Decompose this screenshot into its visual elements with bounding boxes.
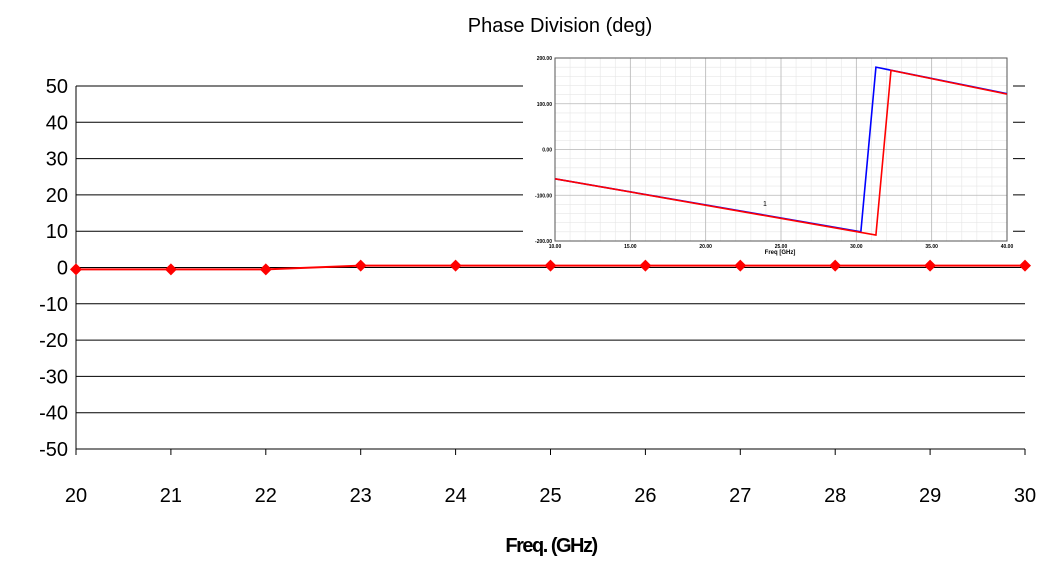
inset-background (523, 50, 1013, 258)
y-tick-label: -40 (39, 403, 68, 425)
inset-y-tick-label: 200.00 (537, 56, 553, 62)
y-tick-label: 50 (46, 76, 68, 98)
inset-x-tick-label: 10.00 (549, 244, 562, 250)
inset-y-tick-label: 100.00 (537, 102, 553, 108)
x-tick-label: 21 (160, 485, 182, 507)
y-tick-label: -50 (39, 439, 68, 461)
y-tick-label: 30 (46, 149, 68, 171)
y-tick-label: -10 (39, 294, 68, 316)
inset-x-tick-label: 35.00 (925, 244, 938, 250)
data-point (829, 259, 842, 272)
x-tick-label: 22 (255, 485, 277, 507)
x-tick-label: 29 (919, 485, 941, 507)
x-tick-label: 26 (634, 485, 656, 507)
inset-x-tick-label: 40.00 (1001, 244, 1014, 250)
inset-gridlines (554, 57, 1008, 242)
data-point (1019, 259, 1031, 272)
inset-marker-label: 1 (763, 201, 767, 208)
y-tick-labels: 50 40 30 20 10 0 -10 -20 -30 -40 -50 (39, 76, 68, 461)
x-tick-label: 20 (65, 485, 87, 507)
inset-x-tick-label: 25.00 (775, 244, 788, 250)
data-point (639, 259, 652, 272)
data-point (734, 259, 747, 272)
y-tick-label: -20 (39, 330, 68, 352)
x-tick-label: 25 (539, 485, 561, 507)
chart-title: Phase Division (deg) (468, 15, 653, 37)
x-tick-label: 28 (824, 485, 846, 507)
y-tick-label: 20 (46, 185, 68, 207)
x-axis-label: Freq. (GHz) (505, 535, 597, 557)
inset-plot-frame (554, 57, 1008, 242)
y-tick-label: 0 (57, 258, 68, 280)
inset-series-line-1 (554, 69, 1008, 236)
y-tick-label: 10 (46, 221, 68, 243)
data-point (259, 263, 272, 276)
y-tick-label: -30 (39, 366, 68, 388)
main-series (70, 259, 1031, 276)
data-point (449, 259, 462, 272)
data-point (354, 259, 367, 272)
y-tick-label: 40 (46, 112, 68, 134)
data-point (164, 263, 177, 276)
inset-x-tick-label: 15.00 (624, 244, 637, 250)
inset-y-tick-label: -100.00 (535, 193, 552, 199)
inset-y-tick-label: -200.00 (535, 239, 552, 245)
inset-chart: Freq [GHz] 1 200.00 100.00 0.00 -100.00 -200… (523, 50, 1013, 258)
data-point (544, 259, 557, 272)
x-tick-label: 27 (729, 485, 751, 507)
inset-x-tick-label: 30.00 (850, 244, 863, 250)
x-tick-label: 24 (444, 485, 466, 507)
x-tick-labels: 20 21 22 23 24 25 26 27 28 29 30 (65, 485, 1036, 507)
inset-x-axis-label: Freq [GHz] (765, 250, 796, 256)
data-point (924, 259, 937, 272)
inset-x-tick-label: 20.00 (699, 244, 712, 250)
inset-y-tick-label: 0.00 (542, 148, 552, 154)
x-tick-label: 30 (1014, 485, 1036, 507)
x-tick-label: 23 (350, 485, 372, 507)
data-point (70, 263, 82, 276)
